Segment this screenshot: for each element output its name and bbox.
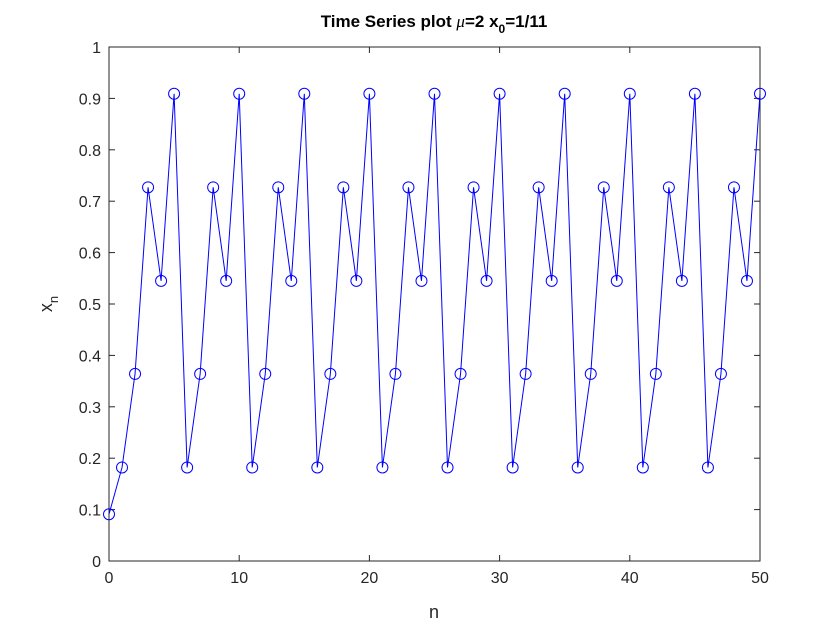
y-tick-label: 0.5 bbox=[79, 297, 101, 314]
data-point-marker bbox=[389, 367, 402, 380]
data-point-marker bbox=[168, 87, 181, 100]
data-point-marker bbox=[532, 181, 545, 194]
data-point-marker bbox=[363, 87, 376, 100]
data-point-marker bbox=[207, 181, 220, 194]
data-point-marker bbox=[545, 274, 558, 287]
data-point-marker bbox=[467, 181, 480, 194]
title-x0-value: =1/11 bbox=[505, 12, 547, 31]
y-tick-label: 0.4 bbox=[79, 348, 101, 365]
data-point-marker bbox=[272, 181, 285, 194]
data-point-marker bbox=[116, 461, 129, 474]
data-point-marker bbox=[623, 87, 636, 100]
data-point-marker bbox=[129, 367, 142, 380]
data-point-marker bbox=[493, 87, 506, 100]
y-tick-label: 0.6 bbox=[79, 246, 101, 263]
data-point-marker bbox=[727, 181, 740, 194]
y-tick-label: 0.2 bbox=[79, 451, 101, 468]
y-tick-label: 0.9 bbox=[79, 91, 101, 108]
data-point-marker bbox=[103, 508, 115, 521]
title-prefix: Time Series plot bbox=[321, 12, 457, 31]
data-point-marker bbox=[142, 181, 155, 194]
x-tick-label: 0 bbox=[105, 570, 114, 587]
chart-title: Time Series plot μ=2 x0=1/11 bbox=[321, 12, 548, 36]
data-point-marker bbox=[610, 274, 623, 287]
data-point-marker bbox=[155, 274, 168, 287]
data-point-marker bbox=[324, 367, 337, 380]
data-point-marker bbox=[597, 181, 610, 194]
series-markers bbox=[103, 87, 766, 521]
y-tick-label: 1 bbox=[92, 40, 101, 57]
y-axis-label-subscript: n bbox=[46, 296, 61, 303]
data-point-marker bbox=[246, 461, 259, 474]
data-point-marker bbox=[285, 274, 298, 287]
data-point-marker bbox=[480, 274, 493, 287]
y-tick-label: 0.8 bbox=[79, 143, 101, 160]
data-point-marker bbox=[571, 461, 584, 474]
data-point-marker bbox=[454, 367, 467, 380]
data-point-marker bbox=[350, 274, 363, 287]
data-point-marker bbox=[194, 367, 207, 380]
data-point-marker bbox=[311, 461, 324, 474]
data-point-marker bbox=[428, 87, 441, 100]
y-tick-label: 0.1 bbox=[79, 503, 101, 520]
title-mu-value: =2 x bbox=[465, 12, 499, 31]
data-point-marker bbox=[754, 87, 766, 100]
x-tick-label: 10 bbox=[230, 570, 248, 587]
data-point-marker bbox=[441, 461, 454, 474]
data-point-marker bbox=[415, 274, 428, 287]
data-point-marker bbox=[233, 87, 246, 100]
data-point-marker bbox=[740, 274, 753, 287]
data-point-marker bbox=[584, 367, 597, 380]
data-point-marker bbox=[402, 181, 415, 194]
y-axis-label: xn bbox=[36, 296, 61, 312]
data-point-marker bbox=[636, 461, 649, 474]
data-point-marker bbox=[688, 87, 701, 100]
x-tick-label: 30 bbox=[491, 570, 509, 587]
data-point-marker bbox=[376, 461, 389, 474]
y-axis-ticks: 0 0.1 0.2 0.3 0.4 0.5 0.6 0.7 0.8 0.9 1 bbox=[79, 40, 760, 571]
data-point-marker bbox=[558, 87, 571, 100]
data-point-marker bbox=[506, 461, 519, 474]
x-tick-label: 40 bbox=[621, 570, 639, 587]
data-point-marker bbox=[181, 461, 194, 474]
data-point-marker bbox=[519, 367, 532, 380]
x-tick-label: 20 bbox=[361, 570, 379, 587]
plot-area-frame bbox=[108, 46, 761, 562]
data-point-marker bbox=[337, 181, 350, 194]
title-x0-subscript: 0 bbox=[499, 22, 506, 36]
data-point-marker bbox=[662, 181, 675, 194]
data-point-marker bbox=[714, 367, 727, 380]
y-tick-label: 0.7 bbox=[79, 194, 101, 211]
x-tick-label: 50 bbox=[751, 570, 769, 587]
x-axis-label: n bbox=[429, 602, 439, 622]
data-point-marker bbox=[220, 274, 233, 287]
data-point-marker bbox=[259, 367, 272, 380]
data-point-marker bbox=[298, 87, 311, 100]
series-line bbox=[108, 93, 761, 515]
title-mu-symbol: μ bbox=[455, 12, 465, 31]
x-axis-ticks: 0 10 20 30 40 50 bbox=[105, 47, 769, 587]
y-axis-label-base: x bbox=[36, 303, 56, 312]
y-tick-label: 0.3 bbox=[79, 400, 101, 417]
data-point-marker bbox=[649, 367, 662, 380]
data-point-marker bbox=[701, 461, 714, 474]
data-point-marker bbox=[675, 274, 688, 287]
y-tick-label: 0 bbox=[92, 554, 101, 571]
